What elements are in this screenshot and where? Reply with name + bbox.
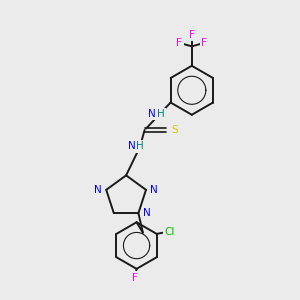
Text: N: N	[128, 141, 136, 152]
Text: F: F	[132, 273, 138, 283]
Text: N: N	[148, 109, 156, 119]
Text: N: N	[143, 208, 151, 218]
Text: N: N	[151, 185, 158, 195]
Text: F: F	[189, 30, 195, 40]
Text: Cl: Cl	[164, 226, 175, 236]
Text: S: S	[171, 125, 178, 135]
Text: F: F	[201, 38, 207, 48]
Text: H: H	[136, 141, 144, 152]
Text: H: H	[157, 109, 164, 119]
Text: F: F	[176, 38, 182, 48]
Text: N: N	[94, 185, 102, 195]
